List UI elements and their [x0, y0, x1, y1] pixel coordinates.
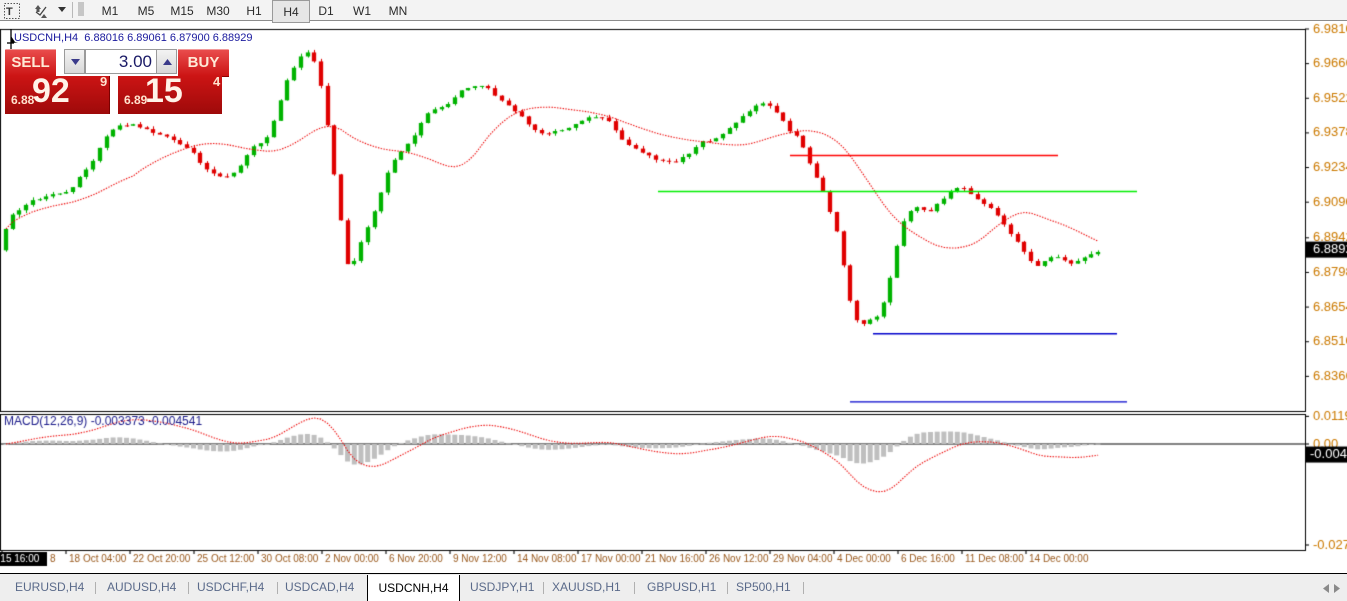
svg-text:T: T	[6, 6, 13, 18]
